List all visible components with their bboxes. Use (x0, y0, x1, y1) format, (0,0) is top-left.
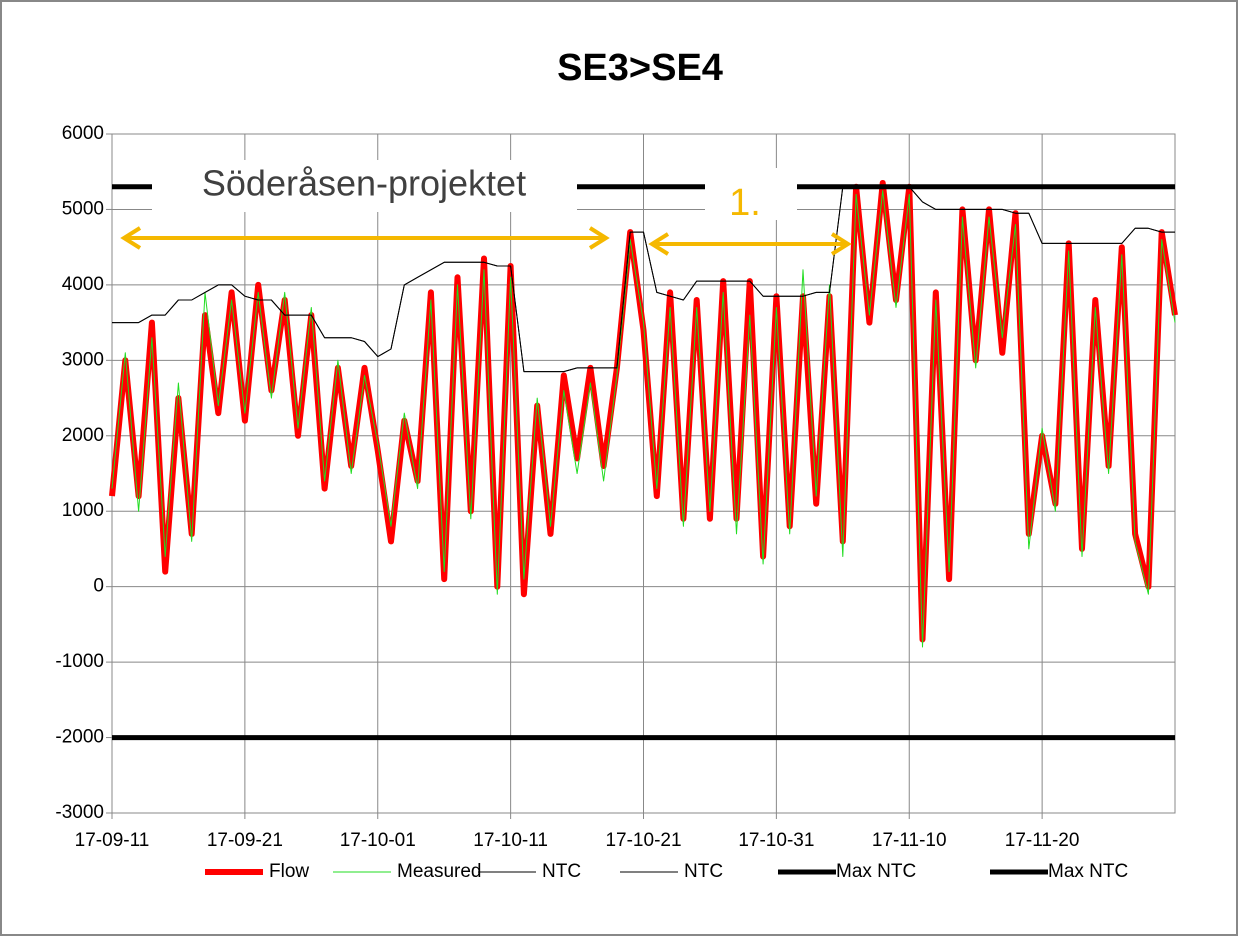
y-tick-label: 4000 (62, 274, 104, 295)
legend-label: Flow (269, 861, 309, 882)
x-tick-label: 17-11-20 (1005, 830, 1080, 851)
arrow-head (648, 232, 670, 256)
plot-area: -3000 -2000 -1000 0 1000 2000 3000 4000 5000 6000… (55, 123, 1178, 851)
chart-title: SE3>SE4 (557, 47, 723, 89)
legend-label: NTC (542, 861, 581, 882)
arrow-head (588, 226, 610, 250)
annotations: Söderåsen-projektet 1. (120, 160, 852, 256)
x-tick-label: 17-11-10 (872, 830, 947, 851)
y-tick-label: -2000 (55, 727, 104, 748)
y-tick-label: 5000 (62, 198, 104, 219)
annotation-box (152, 160, 577, 212)
annotation: 1. (729, 182, 761, 224)
legend-label: Measured (397, 861, 482, 882)
x-tick-label: 17-10-21 (605, 830, 681, 851)
annotation: Söderåsen-projektet (202, 163, 526, 204)
arrow-head (830, 232, 852, 256)
x-tick-label: 17-09-11 (75, 830, 150, 851)
series-line (109, 180, 1178, 643)
arrows (120, 226, 852, 256)
annotation-box (705, 168, 797, 220)
y-tick-label: 0 (93, 576, 104, 597)
x-tick-label: 17-10-01 (340, 830, 416, 851)
x-tick-label: 17-10-11 (473, 830, 548, 851)
y-tick-label: 2000 (62, 425, 104, 446)
x-tick-label: 17-10-31 (738, 830, 814, 851)
y-tick-label: -1000 (55, 651, 104, 672)
y-tick-label: 1000 (62, 500, 104, 521)
y-tick-label: 3000 (62, 349, 104, 370)
series-line (111, 190, 1176, 648)
y-tick-label: -3000 (55, 802, 104, 823)
x-tick-label: 17-09-21 (207, 830, 283, 851)
legend-label: Max NTC (1048, 861, 1128, 882)
legend-label: NTC (684, 861, 723, 882)
legend-label: Max NTC (836, 861, 916, 882)
arrow-head (120, 226, 142, 250)
y-tick-label: 6000 (62, 123, 104, 144)
series-line (112, 186, 1175, 373)
